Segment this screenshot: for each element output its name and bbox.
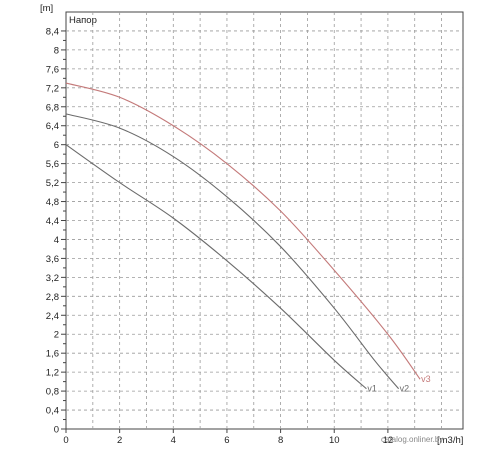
series-line-v3	[65, 82, 421, 380]
x-tick-label: 10	[329, 435, 340, 446]
y-tick-label: 8	[54, 45, 59, 56]
series-line-v2	[65, 113, 400, 390]
series-label-v3: v3	[421, 374, 431, 384]
x-tick-label: 2	[117, 435, 122, 446]
y-tick-label: 6	[54, 140, 59, 151]
y-tick-label: 6,4	[46, 121, 59, 132]
y-tick-label: 5,6	[46, 159, 59, 170]
x-axis-unit: [m3/h]	[437, 435, 463, 446]
y-tick-label: 7,2	[46, 83, 59, 94]
y-tick-label: 0,8	[46, 387, 59, 398]
chart-title: Напор	[69, 15, 97, 26]
axis-ticks: 0 2 4 6 8 10 12 0 0,4 0,8 1,2 1,6 2 2,4 2,8 3,2 3,6 4 4,4 4…	[46, 26, 393, 446]
curves: v1 v2 v3	[65, 82, 431, 394]
series-line-v1	[65, 144, 367, 390]
y-tick-label: 2,4	[46, 311, 59, 322]
y-tick-label: 0,4	[46, 406, 59, 417]
y-tick-label: 3,6	[46, 254, 59, 265]
y-tick-label: 4,8	[46, 197, 59, 208]
watermark: catalog.onliner.by	[381, 435, 443, 444]
x-tick-label: 4	[171, 435, 176, 446]
y-tick-label: 2	[54, 330, 59, 341]
series-label-v1: v1	[367, 384, 377, 394]
x-tick-label: 8	[278, 435, 283, 446]
x-tick-label: 12	[383, 435, 394, 446]
y-tick-label: 6,8	[46, 102, 59, 113]
y-tick-label: 4	[54, 235, 59, 246]
y-tick-label: 3,2	[46, 273, 59, 284]
x-tick-label: 0	[63, 435, 68, 446]
y-tick-label: 5,2	[46, 178, 59, 189]
y-tick-label: 1,2	[46, 368, 59, 379]
y-axis-unit: [m]	[40, 3, 53, 14]
y-tick-label: 8,4	[46, 26, 59, 37]
y-tick-label: 2,8	[46, 292, 59, 303]
series-label-v2: v2	[400, 384, 410, 394]
grid	[66, 12, 463, 429]
y-tick-label: 1,6	[46, 349, 59, 360]
y-tick-label: 0	[54, 425, 59, 436]
y-tick-label: 7,6	[46, 64, 59, 75]
y-tick-label: 4,4	[46, 216, 59, 227]
x-tick-label: 6	[224, 435, 229, 446]
